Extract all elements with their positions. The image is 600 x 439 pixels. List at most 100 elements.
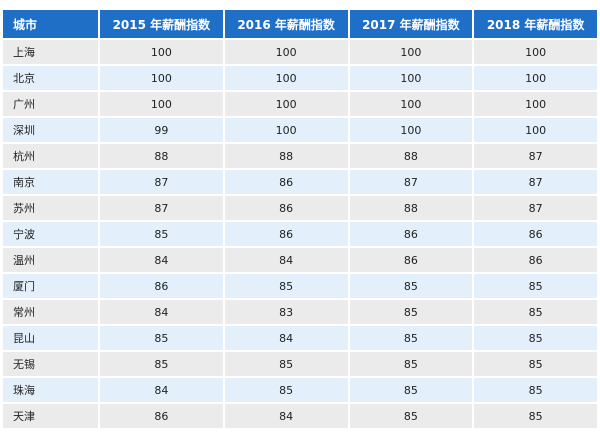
index-cell: 86 [224,170,348,194]
index-cell: 85 [349,300,473,324]
city-cell: 珠海 [3,378,98,402]
city-cell: 厦门 [3,274,98,298]
index-cell: 100 [349,66,473,90]
header-cell: 城市 [3,10,98,38]
city-cell: 温州 [3,248,98,272]
index-cell: 88 [349,196,473,220]
city-cell: 上海 [3,40,98,64]
city-cell: 无锡 [3,352,98,376]
salary-table: 城市 2015 年薪酬指数 2016 年薪酬指数 2017 年薪酬指数 2018 年薪酬… [1,8,599,430]
table-row: 宁波 85 86 86 86 [3,222,597,246]
table-row: 天津 86 84 85 85 [3,404,597,428]
city-cell: 常州 [3,300,98,324]
index-cell: 85 [224,352,348,376]
city-cell: 天津 [3,404,98,428]
index-cell: 86 [224,222,348,246]
index-cell: 99 [100,118,223,142]
table-row: 广州 100 100 100 100 [3,92,597,116]
index-cell: 100 [474,40,597,64]
index-cell: 87 [474,144,597,168]
table-body: 上海 100 100 100 100 北京 100 100 100 100 广州 100 100 100 1… [3,40,597,428]
index-cell: 86 [100,274,223,298]
city-cell: 昆山 [3,326,98,350]
index-cell: 85 [224,378,348,402]
index-cell: 88 [349,144,473,168]
index-cell: 88 [224,144,348,168]
index-cell: 85 [474,326,597,350]
index-cell: 100 [349,118,473,142]
table-row: 苏州 87 86 88 87 [3,196,597,220]
index-cell: 85 [349,274,473,298]
table-row: 常州 84 83 85 85 [3,300,597,324]
header-cell: 2018 年薪酬指数 [474,10,597,38]
header-cell: 2017 年薪酬指数 [349,10,473,38]
table-row: 深圳 99 100 100 100 [3,118,597,142]
index-cell: 85 [349,404,473,428]
index-cell: 86 [224,196,348,220]
city-cell: 北京 [3,66,98,90]
city-cell: 南京 [3,170,98,194]
table-row: 厦门 86 85 85 85 [3,274,597,298]
city-cell: 广州 [3,92,98,116]
index-cell: 84 [100,300,223,324]
index-cell: 85 [474,378,597,402]
index-cell: 100 [224,118,348,142]
index-cell: 100 [100,66,223,90]
index-cell: 100 [100,92,223,116]
index-cell: 84 [100,248,223,272]
index-cell: 85 [100,352,223,376]
index-cell: 100 [474,92,597,116]
index-cell: 84 [224,404,348,428]
index-cell: 88 [100,144,223,168]
header-row: 城市 2015 年薪酬指数 2016 年薪酬指数 2017 年薪酬指数 2018 年薪酬… [3,10,597,38]
index-cell: 87 [349,170,473,194]
index-cell: 100 [224,92,348,116]
index-cell: 86 [100,404,223,428]
table-row: 上海 100 100 100 100 [3,40,597,64]
index-cell: 100 [349,40,473,64]
index-cell: 85 [474,300,597,324]
index-cell: 100 [224,66,348,90]
header-cell: 2016 年薪酬指数 [224,10,348,38]
index-cell: 100 [474,118,597,142]
city-cell: 宁波 [3,222,98,246]
index-cell: 84 [224,326,348,350]
table-row: 温州 84 84 86 86 [3,248,597,272]
index-cell: 100 [474,66,597,90]
index-cell: 85 [100,326,223,350]
index-cell: 83 [224,300,348,324]
table-row: 珠海 84 85 85 85 [3,378,597,402]
index-cell: 85 [474,274,597,298]
table-header: 城市 2015 年薪酬指数 2016 年薪酬指数 2017 年薪酬指数 2018 年薪酬… [3,10,597,38]
index-cell: 100 [349,92,473,116]
city-cell: 深圳 [3,118,98,142]
index-cell: 86 [349,248,473,272]
index-cell: 85 [474,352,597,376]
index-cell: 85 [474,404,597,428]
index-cell: 87 [100,196,223,220]
index-cell: 100 [224,40,348,64]
index-cell: 87 [100,170,223,194]
city-cell: 杭州 [3,144,98,168]
index-cell: 85 [349,326,473,350]
table-row: 杭州 88 88 88 87 [3,144,597,168]
index-cell: 85 [100,222,223,246]
index-cell: 100 [100,40,223,64]
index-cell: 87 [474,196,597,220]
index-cell: 86 [474,222,597,246]
index-cell: 87 [474,170,597,194]
city-cell: 苏州 [3,196,98,220]
index-cell: 85 [349,378,473,402]
index-cell: 84 [224,248,348,272]
index-cell: 85 [349,352,473,376]
header-cell: 2015 年薪酬指数 [100,10,223,38]
table-row: 无锡 85 85 85 85 [3,352,597,376]
table-row: 南京 87 86 87 87 [3,170,597,194]
index-cell: 85 [224,274,348,298]
index-cell: 86 [349,222,473,246]
table-row: 昆山 85 84 85 85 [3,326,597,350]
index-cell: 86 [474,248,597,272]
index-cell: 84 [100,378,223,402]
table-row: 北京 100 100 100 100 [3,66,597,90]
